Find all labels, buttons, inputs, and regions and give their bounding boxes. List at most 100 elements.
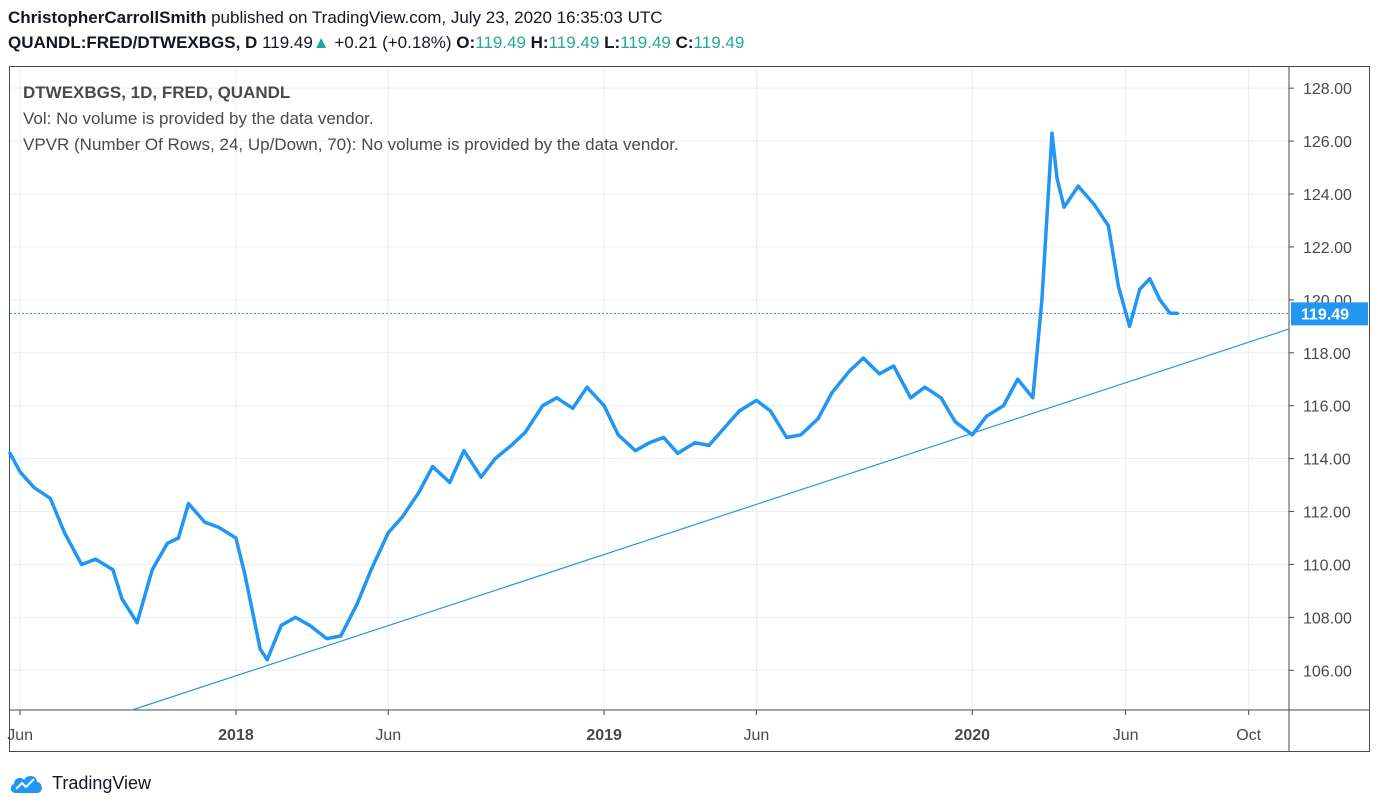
x-tick-label: Jun [744, 727, 770, 744]
data-point [693, 441, 697, 445]
last-price-label: 119.49 [1291, 302, 1368, 326]
chart-grid [10, 67, 1289, 710]
data-point [94, 557, 98, 561]
last-price: 119.49 [262, 33, 313, 52]
publish-info: published on TradingView.com, July 23, 2… [211, 8, 663, 27]
y-tick-label: 124.00 [1303, 187, 1352, 204]
data-point [111, 568, 115, 572]
data-point [369, 568, 373, 572]
low-value: 119.49 [620, 33, 671, 52]
data-point [1050, 131, 1054, 135]
data-point [1148, 277, 1152, 281]
data-point [647, 441, 652, 445]
data-point [32, 486, 36, 490]
price-axis: 106.00 108.00 110.00 112.00 114.00 116.00 118.… [1289, 81, 1352, 680]
y-tick-label: 110.00 [1303, 557, 1351, 574]
data-point [400, 515, 404, 519]
series-line[interactable] [8, 131, 1179, 662]
price-label-background [1291, 302, 1368, 326]
close-value: 119.49 [693, 33, 745, 52]
open-label: O: [456, 33, 476, 52]
data-point [1076, 184, 1080, 188]
x-tick-label: Jun [7, 727, 33, 744]
y-tick-label: 118.00 [1303, 346, 1351, 363]
time-axis: Jun 2018 Jun 2019 Jun 2020 Jun Oct [7, 710, 1262, 744]
data-point [830, 390, 834, 395]
y-tick-label: 116.00 [1303, 399, 1351, 416]
legend-title: DTWEXBGS, 1D, FRED, QUANDL [23, 83, 291, 102]
data-point [1062, 205, 1066, 209]
chart-frame [9, 66, 1370, 752]
data-point [479, 475, 483, 479]
data-point [165, 541, 169, 545]
data-point [150, 568, 154, 572]
tradingview-cloud-icon[interactable] [8, 771, 46, 795]
data-point [799, 433, 803, 437]
data-point [509, 443, 513, 447]
data-point [339, 634, 343, 638]
author-name[interactable]: ChristopherCarrollSmith [8, 8, 207, 27]
data-point [176, 536, 181, 540]
data-point [555, 396, 559, 400]
price-label-text: 119.49 [1301, 306, 1349, 323]
data-point [8, 451, 12, 455]
trend-line [131, 328, 1290, 711]
data-point [243, 573, 247, 577]
data-point [386, 531, 390, 535]
price-change: +0.21 (+0.18%) [334, 33, 452, 52]
data-point [431, 464, 435, 469]
data-point [707, 443, 711, 447]
data-point [523, 430, 528, 434]
x-tick-label: Jun [1113, 727, 1139, 744]
data-point [785, 435, 789, 440]
footer: TradingView [8, 768, 151, 798]
data-point [662, 435, 666, 440]
x-tick-label: 2018 [218, 727, 254, 744]
data-point [1016, 377, 1020, 381]
open-value: 119.49 [475, 33, 526, 52]
x-tick-label: Oct [1236, 727, 1261, 744]
data-point [203, 520, 207, 524]
data-point [493, 457, 497, 461]
data-point [616, 433, 620, 437]
data-point [1040, 298, 1044, 302]
data-point [723, 425, 727, 429]
data-point [768, 409, 773, 413]
data-point [939, 396, 943, 400]
data-point [265, 658, 269, 662]
data-point [1158, 298, 1162, 302]
x-tick-label: Jun [375, 727, 401, 744]
x-tick-label: 2019 [586, 727, 622, 744]
data-point [217, 525, 221, 530]
tradingview-brand[interactable]: TradingView [52, 772, 152, 793]
legend-volume: Vol: No volume is provided by the data v… [23, 109, 374, 128]
data-point [258, 647, 262, 651]
data-point [186, 502, 191, 506]
data-point [909, 396, 913, 400]
symbol-name: QUANDL:FRED/DTWEXBGS, D [8, 33, 258, 52]
up-arrow-icon: ▲ [312, 33, 330, 52]
high-value: 119.49 [548, 33, 600, 52]
high-label: H: [530, 33, 549, 52]
data-point [307, 623, 312, 627]
data-point [416, 491, 421, 495]
data-point [293, 615, 298, 619]
data-point [234, 536, 238, 540]
data-point [847, 369, 851, 373]
data-point [448, 480, 452, 485]
data-point [540, 404, 545, 408]
low-label: L: [604, 33, 621, 52]
data-point [737, 409, 741, 413]
data-point [1138, 287, 1142, 291]
data-point [1055, 176, 1059, 180]
data-point [18, 470, 22, 474]
series-layer [8, 131, 1179, 662]
data-point [325, 636, 329, 641]
symbol-header: QUANDL:FRED/DTWEXBGS, D 119.49▲ +0.21 (+… [8, 33, 744, 53]
y-tick-label: 106.00 [1303, 663, 1352, 680]
publish-header: ChristopherCarrollSmith published on Tra… [8, 8, 663, 28]
data-point [953, 419, 957, 424]
data-point [571, 406, 575, 410]
data-point [984, 414, 988, 418]
